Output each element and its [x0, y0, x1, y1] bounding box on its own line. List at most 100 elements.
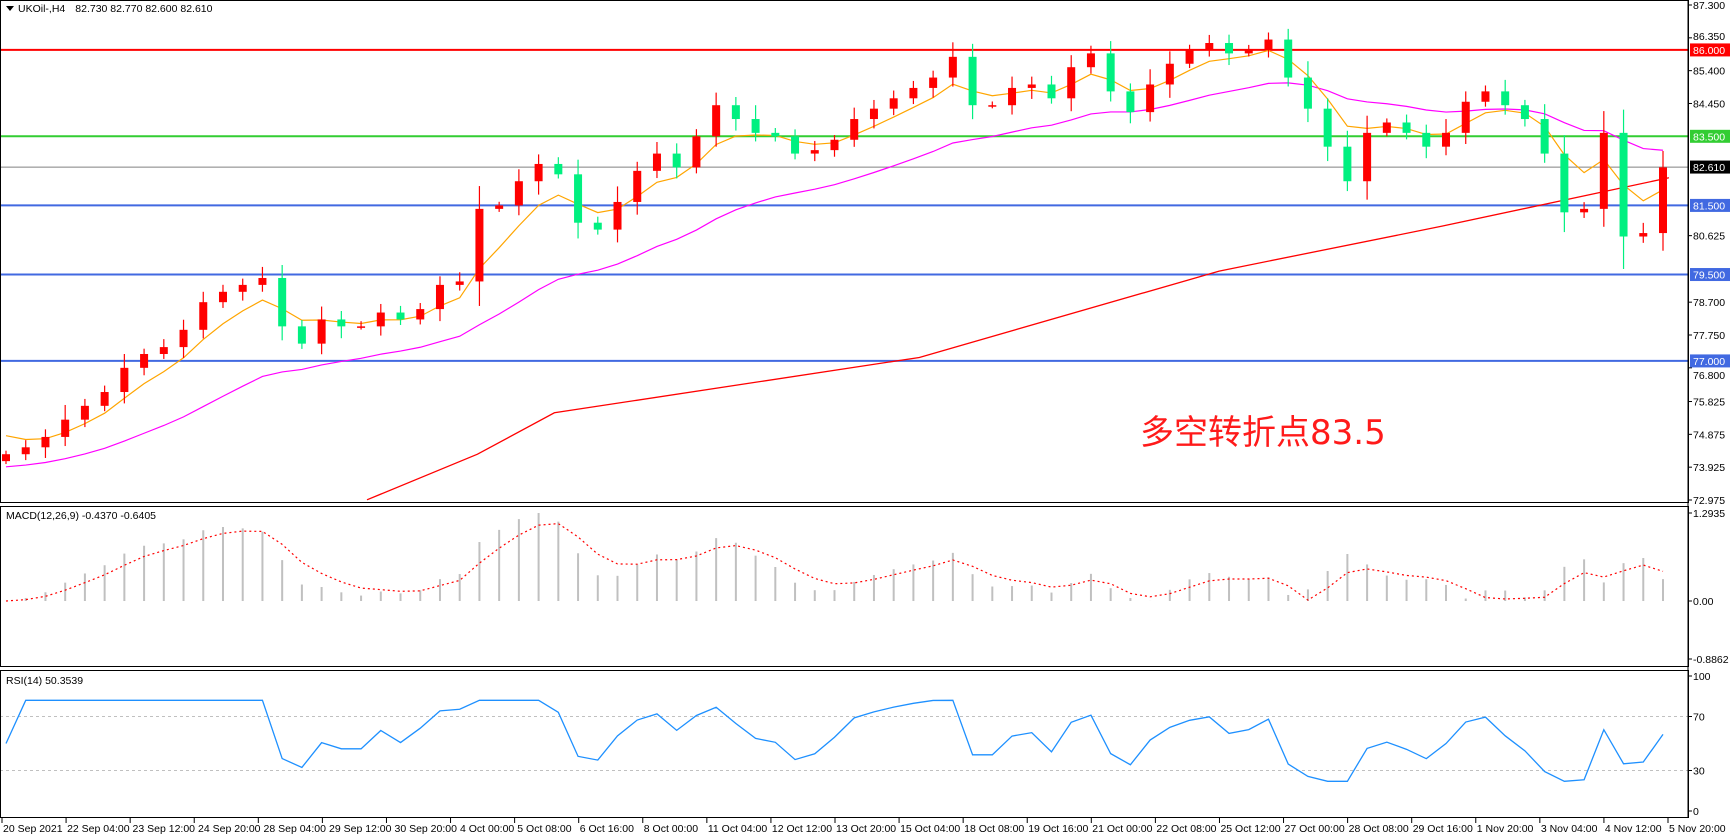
- candle[interactable]: [1244, 44, 1253, 57]
- candle[interactable]: [100, 385, 109, 412]
- rsi-panel[interactable]: [0, 699, 1688, 782]
- candle[interactable]: [1205, 34, 1214, 57]
- candle-body: [1303, 77, 1312, 109]
- candle[interactable]: [869, 99, 878, 129]
- candle[interactable]: [1303, 61, 1312, 123]
- candle[interactable]: [199, 291, 208, 339]
- candle[interactable]: [61, 404, 70, 447]
- candle[interactable]: [751, 105, 760, 142]
- candle[interactable]: [791, 129, 800, 160]
- candle[interactable]: [396, 305, 405, 325]
- candle[interactable]: [416, 303, 425, 325]
- candle[interactable]: [21, 440, 30, 461]
- candle[interactable]: [1363, 115, 1372, 200]
- candle[interactable]: [1422, 124, 1431, 159]
- candle[interactable]: [1599, 111, 1608, 227]
- candle[interactable]: [337, 310, 346, 339]
- rsi-tick-label: 100: [1693, 671, 1711, 683]
- candle[interactable]: [712, 92, 721, 147]
- candle[interactable]: [2, 450, 10, 465]
- candle[interactable]: [140, 348, 149, 376]
- candle[interactable]: [1659, 150, 1667, 251]
- candle[interactable]: [1284, 28, 1293, 87]
- candle[interactable]: [1501, 79, 1510, 115]
- candle[interactable]: [1580, 202, 1589, 218]
- candle[interactable]: [1540, 104, 1549, 163]
- time-tick-label: 29 Oct 16:00: [1413, 823, 1473, 835]
- candle[interactable]: [495, 201, 504, 212]
- candle[interactable]: [574, 159, 583, 239]
- collapse-triangle-icon[interactable]: [6, 6, 14, 11]
- candle[interactable]: [593, 216, 602, 235]
- candle[interactable]: [1264, 32, 1273, 58]
- candle[interactable]: [731, 96, 740, 131]
- candle[interactable]: [1402, 114, 1411, 140]
- candle[interactable]: [1047, 75, 1056, 104]
- candle[interactable]: [1481, 85, 1490, 107]
- candle[interactable]: [159, 339, 168, 359]
- candle[interactable]: [218, 284, 227, 308]
- candle[interactable]: [357, 321, 366, 330]
- candle-body: [1520, 105, 1529, 120]
- candle[interactable]: [1086, 45, 1095, 74]
- candle[interactable]: [948, 42, 957, 87]
- candle[interactable]: [1225, 34, 1234, 66]
- candle[interactable]: [1343, 130, 1352, 192]
- candle[interactable]: [475, 186, 484, 306]
- candle[interactable]: [455, 272, 464, 291]
- candle[interactable]: [278, 264, 287, 341]
- candle[interactable]: [652, 142, 661, 179]
- candle[interactable]: [810, 140, 819, 162]
- candle[interactable]: [1382, 118, 1391, 137]
- candle-body: [1580, 208, 1589, 213]
- time-tick-label: 4 Oct 00:00: [460, 823, 514, 835]
- candle[interactable]: [1461, 91, 1470, 144]
- candle[interactable]: [1560, 135, 1569, 233]
- candle[interactable]: [889, 90, 898, 116]
- candle[interactable]: [1106, 41, 1115, 102]
- candle[interactable]: [1027, 76, 1036, 99]
- main-price-panel[interactable]: [0, 28, 1688, 501]
- candle[interactable]: [1185, 44, 1194, 69]
- candle[interactable]: [613, 186, 622, 243]
- candle[interactable]: [554, 157, 563, 179]
- candle[interactable]: [692, 129, 701, 174]
- candle[interactable]: [534, 154, 543, 195]
- time-tick-label: 18 Oct 08:00: [964, 823, 1024, 835]
- time-tick-label: 25 Oct 12:00: [1220, 823, 1280, 835]
- candle[interactable]: [988, 101, 997, 109]
- candle[interactable]: [258, 266, 267, 292]
- candle[interactable]: [1067, 55, 1076, 112]
- candle[interactable]: [1126, 83, 1135, 124]
- candle[interactable]: [238, 278, 247, 301]
- candle[interactable]: [179, 319, 188, 358]
- candle[interactable]: [317, 306, 326, 355]
- candle[interactable]: [120, 353, 129, 404]
- candle[interactable]: [435, 276, 444, 322]
- candle[interactable]: [929, 70, 938, 98]
- candle[interactable]: [672, 143, 681, 179]
- candle[interactable]: [1146, 69, 1155, 122]
- candle[interactable]: [1165, 51, 1174, 98]
- candle[interactable]: [1619, 109, 1628, 270]
- macd-panel[interactable]: [5, 513, 1664, 602]
- candle[interactable]: [1520, 99, 1529, 127]
- candle[interactable]: [376, 303, 385, 336]
- candle[interactable]: [1442, 119, 1451, 156]
- candle[interactable]: [633, 161, 642, 215]
- candle[interactable]: [830, 135, 839, 157]
- candle[interactable]: [297, 320, 306, 349]
- candle[interactable]: [514, 169, 523, 216]
- candle[interactable]: [968, 43, 977, 120]
- candle-body: [652, 153, 661, 171]
- candle[interactable]: [850, 107, 859, 147]
- candle[interactable]: [1008, 76, 1017, 115]
- candle[interactable]: [909, 80, 918, 105]
- candle-body: [376, 312, 385, 327]
- candle[interactable]: [41, 429, 50, 458]
- candle[interactable]: [771, 128, 780, 142]
- candle[interactable]: [1639, 222, 1648, 243]
- candle[interactable]: [80, 398, 89, 428]
- candle[interactable]: [1323, 98, 1332, 162]
